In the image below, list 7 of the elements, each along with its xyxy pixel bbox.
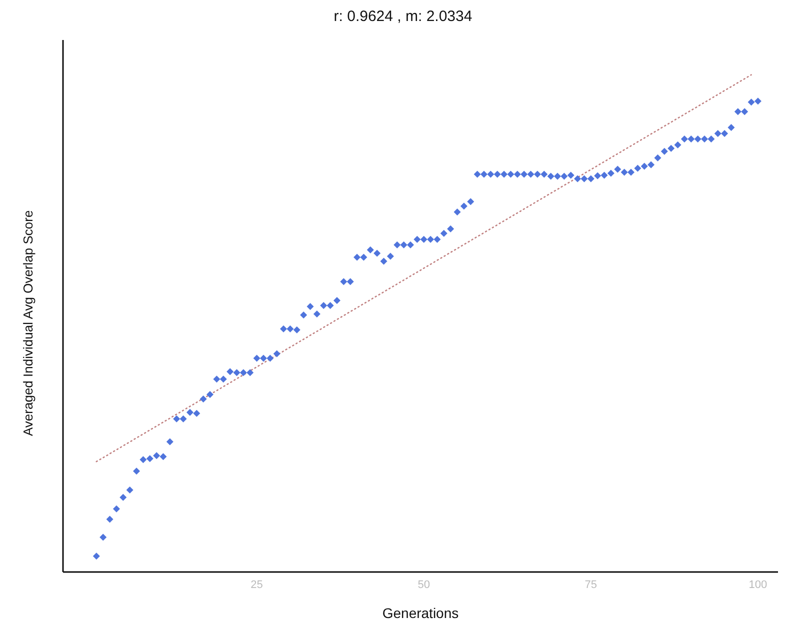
x-tick-label: 25 [250, 578, 263, 591]
x-tick-label: 75 [584, 578, 598, 591]
chart-title: r: 0.9624 , m: 2.0334 [332, 8, 474, 27]
y-axis-title: Averaged Individual Avg Overlap Score [20, 210, 36, 436]
x-axis-title: Generations [382, 605, 459, 621]
x-tick-label: 50 [418, 578, 430, 591]
x-tick-label: 100 [748, 578, 768, 591]
